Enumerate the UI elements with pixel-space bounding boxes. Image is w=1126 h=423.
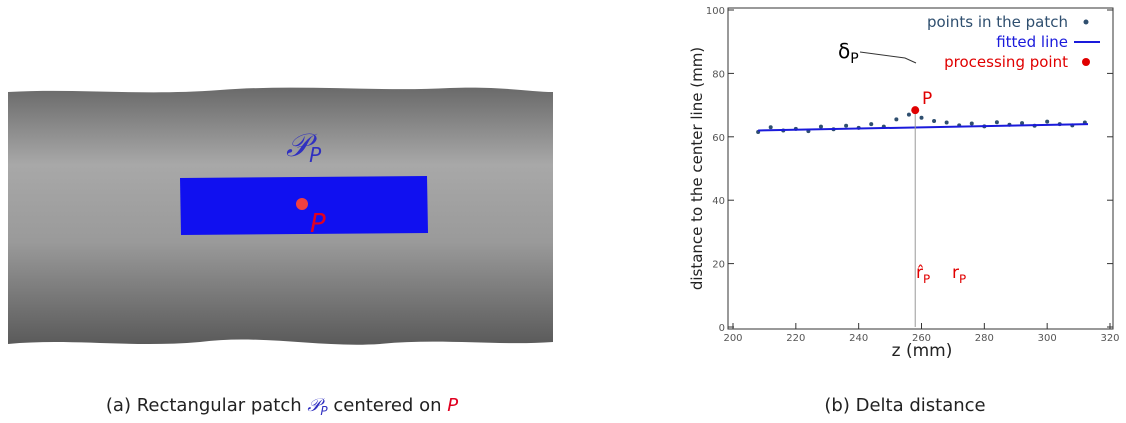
page: P 𝒫P (a) Rectangular patch 𝒫P centered o… [0, 0, 1126, 423]
y-tick-label: 80 [712, 69, 725, 80]
patch-point [1045, 120, 1049, 124]
x-tick-label: 220 [786, 333, 805, 344]
annotation: P [922, 89, 932, 109]
annotation-subscript: P [850, 51, 858, 67]
patch-point [844, 124, 848, 128]
y-tick-label: 20 [712, 260, 725, 271]
figure: P 𝒫P (a) Rectangular patch 𝒫P centered o… [0, 0, 1126, 419]
y-axis-label: distance to the center line (mm) [688, 47, 706, 290]
x-tick-label: 320 [1100, 333, 1119, 344]
x-tick-label: 300 [1038, 333, 1057, 344]
patch-point [995, 120, 999, 124]
patch-point [920, 116, 924, 120]
point-label: P [310, 209, 326, 239]
legend-label: points in the patch [927, 13, 1068, 31]
legend-label: processing point [944, 53, 1068, 71]
annotation-subscript: P [923, 272, 930, 286]
legend-swatch [1082, 58, 1090, 66]
y-tick-label: 0 [719, 323, 725, 334]
x-tick-label: 240 [849, 333, 868, 344]
legend-swatch [1084, 20, 1089, 25]
patch-point [894, 117, 898, 121]
x-tick-label: 280 [975, 333, 994, 344]
delta-leader [860, 52, 916, 63]
patch-point [869, 122, 873, 126]
y-tick-label: 60 [712, 133, 725, 144]
panel-a: P 𝒫P [8, 88, 553, 345]
x-axis-label: z (mm) [892, 341, 953, 361]
annotation-subscript: P [959, 272, 966, 286]
processing-point [911, 106, 919, 114]
processing-point [296, 198, 308, 210]
legend-label: fitted line [996, 33, 1068, 51]
annotation-text: δ [838, 39, 850, 63]
patch-point [945, 121, 949, 125]
patch-point [932, 119, 936, 123]
y-tick-label: 100 [706, 6, 725, 17]
annotation: r̂P [916, 263, 930, 286]
patch-point [769, 125, 773, 129]
patch-point [907, 113, 911, 117]
annotation-text: r [952, 263, 959, 283]
annotation: δP [838, 39, 859, 67]
patch-point [970, 121, 974, 125]
caption-a: (a) Rectangular patch 𝒫P centered on P [106, 395, 458, 418]
annotation: rP [952, 263, 966, 286]
patch-point [819, 125, 823, 129]
caption-b: (b) Delta distance [824, 395, 985, 416]
fitted-line [758, 124, 1088, 130]
x-tick-label: 200 [723, 333, 742, 344]
annotation-text: P [922, 89, 932, 109]
y-tick-label: 40 [712, 196, 725, 207]
